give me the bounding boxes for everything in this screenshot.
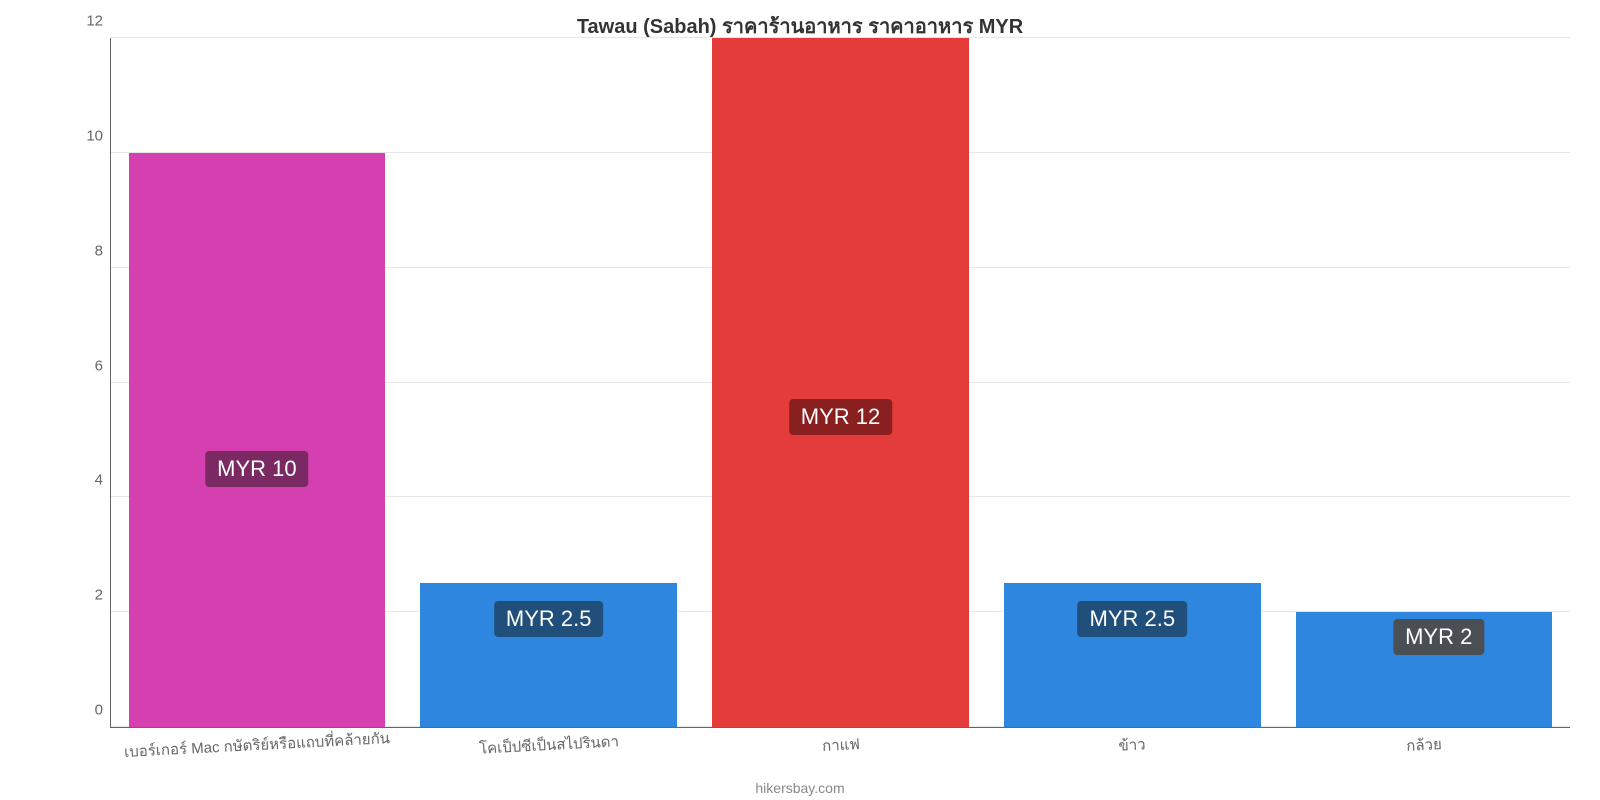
x-axis-tick: กล้วย [1406, 732, 1443, 758]
y-axis-tick: 12 [86, 13, 111, 30]
y-axis-tick: 2 [95, 587, 111, 604]
bar-value-label: MYR 2.5 [494, 601, 604, 637]
x-axis-tick: โคเป็ปซีเป็นสไปรินดา [478, 729, 619, 760]
bar-value-label: MYR 2 [1393, 619, 1484, 655]
attribution-text: hikersbay.com [755, 780, 844, 796]
bar-value-label: MYR 2.5 [1078, 601, 1188, 637]
x-axis-tick: กาแฟ [821, 732, 860, 758]
y-axis-tick: 6 [95, 357, 111, 374]
plot-region: 024681012เบอร์เกอร์ Mac กษัตริย์หรือแถบท… [110, 38, 1570, 728]
y-axis-tick: 10 [86, 127, 111, 144]
bar [712, 38, 969, 727]
bar [129, 153, 386, 727]
x-axis-tick: เบอร์เกอร์ Mac กษัตริย์หรือแถบที่คล้ายกั… [123, 726, 390, 764]
y-axis-tick: 0 [95, 702, 111, 719]
chart-area: 024681012เบอร์เกอร์ Mac กษัตริย์หรือแถบท… [110, 38, 1570, 728]
x-axis-tick: ข้าว [1118, 732, 1146, 757]
y-axis-tick: 4 [95, 472, 111, 489]
bar-value-label: MYR 10 [205, 451, 308, 487]
chart-title: Tawau (Sabah) ราคาร้านอาหาร ราคาอาหาร MY… [0, 0, 1600, 42]
bar-value-label: MYR 12 [789, 399, 892, 435]
y-axis-tick: 8 [95, 242, 111, 259]
